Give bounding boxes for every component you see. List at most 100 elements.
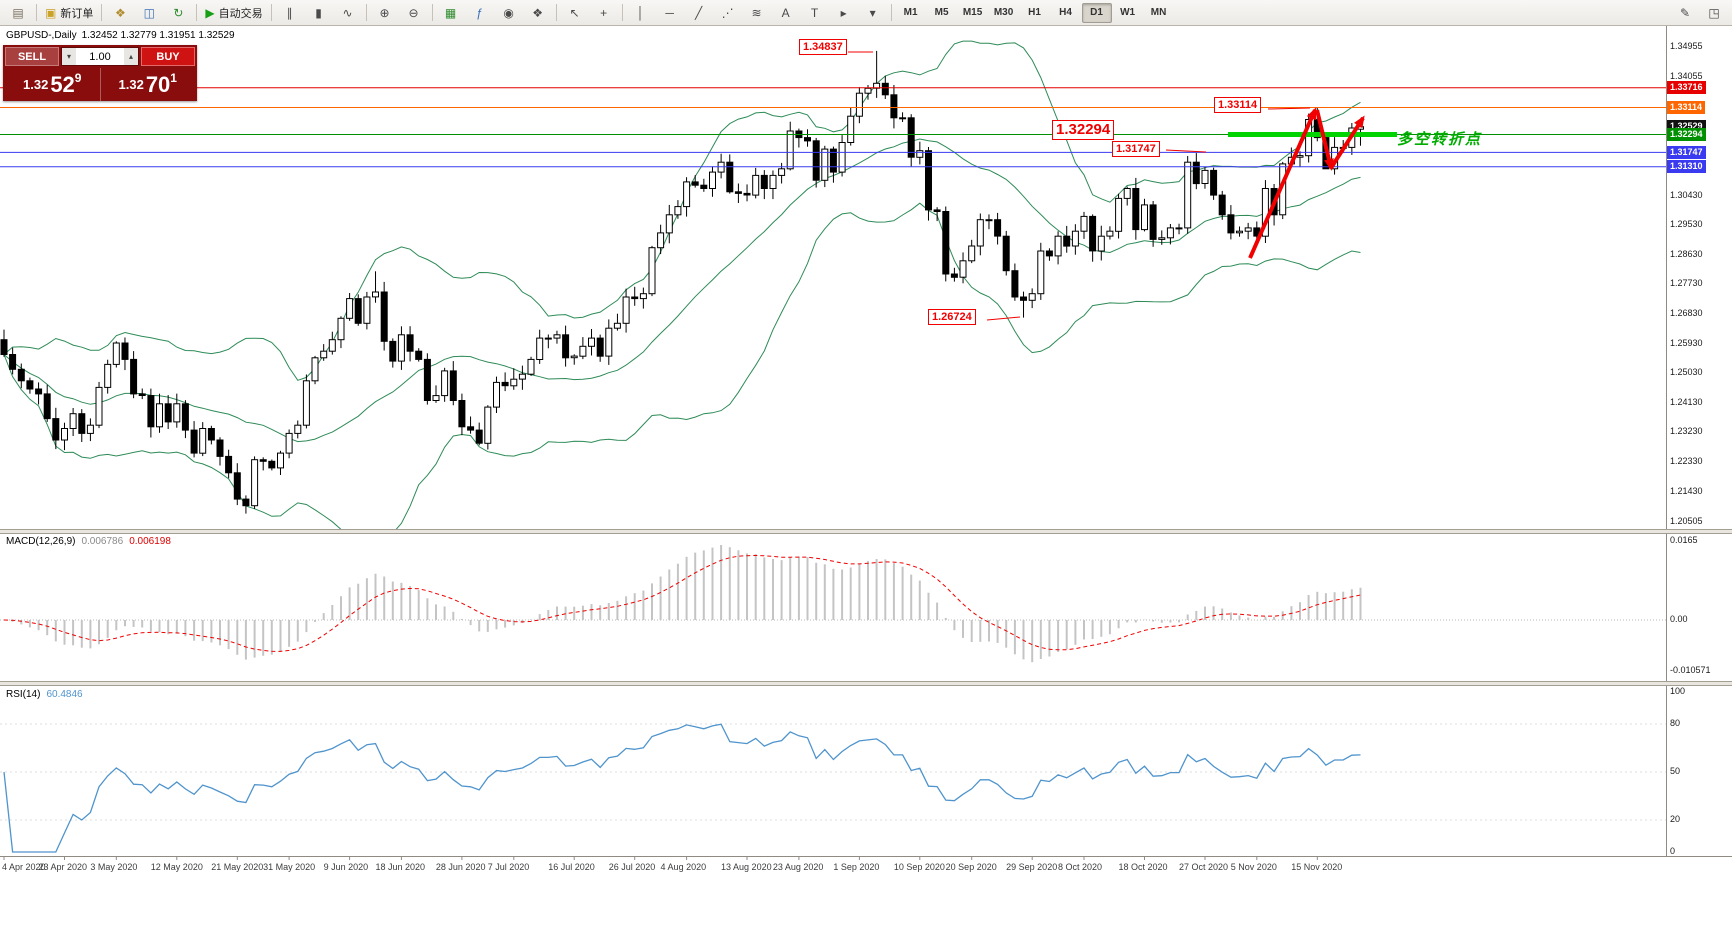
main-toolbar: ▤ ▣ 新订单 ❖ ◫ ↻ ▶ 自动交易 ∥ ▮ ∿ ⊕ ⊖ ▦ ƒ ◉ ❖ ↖ + │ ─ ╱ ⋰ ≋ A T ▸ ▾ M1 M5 M15… bbox=[0, 0, 1732, 26]
rsi-name: RSI(14) bbox=[6, 689, 41, 700]
bid-pips: 52 bbox=[50, 71, 75, 97]
timeframe-m5-button[interactable]: M5 bbox=[934, 7, 949, 18]
timeframe-m30-button[interactable]: M30 bbox=[993, 7, 1014, 18]
lot-increase-button[interactable]: ▴ bbox=[124, 48, 138, 65]
buy-button[interactable]: BUY bbox=[141, 47, 195, 66]
line-chart-icon: ∿ bbox=[342, 5, 353, 20]
text-icon: A bbox=[781, 5, 790, 20]
macd-indicator-label: MACD(12,26,9) 0.006786 0.006198 bbox=[6, 536, 171, 547]
templates-icon[interactable]: ❖ bbox=[524, 2, 552, 24]
lot-decrease-button[interactable]: ▾ bbox=[62, 48, 76, 65]
text-icon[interactable]: A bbox=[772, 2, 800, 24]
rsi-line bbox=[3, 723, 1361, 853]
pencil-icon[interactable]: ✎ bbox=[1671, 2, 1699, 24]
periods-icon: ◉ bbox=[503, 5, 514, 20]
bar-chart-icon: ∥ bbox=[286, 5, 293, 20]
periods-icon[interactable]: ◉ bbox=[495, 2, 523, 24]
timeframe-w1-button[interactable]: W1 bbox=[1120, 7, 1136, 18]
lot-size-input[interactable] bbox=[76, 48, 124, 65]
buy-price[interactable]: 1.32 70 1 bbox=[99, 68, 196, 101]
vertical-line-icon[interactable]: │ bbox=[627, 2, 655, 24]
channel-icon: ⋰ bbox=[721, 5, 734, 20]
timeframe-h1-button[interactable]: H1 bbox=[1028, 7, 1041, 18]
objects-dropdown-icon[interactable]: ▾ bbox=[859, 2, 887, 24]
lot-size-control: ▾ ▴ bbox=[61, 47, 139, 66]
macd-panel[interactable] bbox=[0, 545, 1666, 663]
sell-price[interactable]: 1.32 52 9 bbox=[5, 68, 100, 101]
bollinger-middle-line bbox=[3, 138, 1361, 443]
rsi-panel[interactable] bbox=[0, 723, 1666, 853]
chart-window-icon: ▤ bbox=[12, 5, 24, 20]
market-watch-icon[interactable]: ◫ bbox=[135, 2, 163, 24]
macd-main-value: 0.006786 bbox=[81, 536, 124, 547]
text-label-icon: T bbox=[810, 5, 819, 20]
ohlc-values: 1.32452 1.32779 1.31951 1.32529 bbox=[81, 30, 235, 41]
vertical-line-icon: │ bbox=[636, 5, 645, 20]
timeframe-h4-button[interactable]: H4 bbox=[1059, 7, 1072, 18]
macd-signal-value: 0.006198 bbox=[129, 536, 171, 547]
tile-windows-icon: ▦ bbox=[444, 5, 457, 20]
timeframe-d1-button[interactable]: D1 bbox=[1081, 2, 1112, 23]
bollinger-upper-line bbox=[3, 40, 1361, 381]
bid-point: 9 bbox=[74, 70, 82, 85]
symbol-period-label: GBPUSD-,Daily bbox=[6, 30, 77, 41]
autotrading-button-label: 自动交易 bbox=[218, 7, 263, 20]
layout-icon[interactable]: ◳ bbox=[1700, 2, 1728, 24]
zoom-in-icon[interactable]: ⊕ bbox=[371, 2, 399, 24]
timeframe-m15-button[interactable]: M15 bbox=[962, 7, 983, 18]
trend-arrow bbox=[1329, 115, 1365, 170]
main-plot[interactable] bbox=[0, 40, 1666, 543]
candlestick-icon: ▮ bbox=[315, 5, 322, 20]
bollinger-lower-line bbox=[3, 202, 1361, 529]
new-order-button-label: 新订单 bbox=[60, 7, 94, 20]
candlestick-icon[interactable]: ▮ bbox=[305, 2, 333, 24]
rsi-indicator-label: RSI(14) 60.4846 bbox=[6, 689, 83, 700]
indicators-icon[interactable]: ƒ bbox=[466, 2, 494, 24]
indicators-icon: ƒ bbox=[476, 5, 483, 20]
metaeditor-icon[interactable]: ❖ bbox=[106, 2, 134, 24]
metaeditor-icon: ❖ bbox=[114, 5, 126, 20]
ask-pips: 70 bbox=[145, 71, 171, 97]
arrows-tool-icon[interactable]: ▸ bbox=[830, 2, 858, 24]
refresh-icon: ↻ bbox=[173, 5, 184, 20]
cursor-icon: ↖ bbox=[569, 5, 580, 20]
crosshair-icon[interactable]: + bbox=[590, 2, 618, 24]
trend-arrow bbox=[1248, 107, 1317, 259]
new-order-button[interactable]: ▣ 新订单 bbox=[41, 2, 97, 24]
chart-window-icon[interactable]: ▤ bbox=[4, 2, 32, 24]
text-label-icon[interactable]: T bbox=[801, 2, 829, 24]
timeframe-m1-button[interactable]: M1 bbox=[903, 7, 918, 18]
channel-icon[interactable]: ⋰ bbox=[714, 2, 742, 24]
bar-chart-icon[interactable]: ∥ bbox=[276, 2, 304, 24]
line-chart-icon[interactable]: ∿ bbox=[334, 2, 362, 24]
autotrading-button[interactable]: ▶ 自动交易 bbox=[201, 2, 266, 24]
horizontal-line-icon: ─ bbox=[665, 5, 674, 20]
zoom-in-icon: ⊕ bbox=[379, 5, 390, 20]
trendline-icon[interactable]: ╱ bbox=[685, 2, 713, 24]
ask-prefix: 1.32 bbox=[118, 77, 144, 92]
market-watch-icon: ◫ bbox=[143, 5, 156, 20]
arrows-tool-icon: ▸ bbox=[840, 5, 847, 20]
fibonacci-icon[interactable]: ≋ bbox=[743, 2, 771, 24]
zoom-out-icon[interactable]: ⊖ bbox=[400, 2, 428, 24]
ask-point: 1 bbox=[170, 70, 177, 85]
refresh-icon[interactable]: ↻ bbox=[164, 2, 192, 24]
autotrading-button-icon: ▶ bbox=[205, 5, 215, 20]
timeframe-mn-button[interactable]: MN bbox=[1150, 7, 1167, 18]
layout-icon: ◳ bbox=[1708, 5, 1720, 20]
horizontal-line-icon[interactable]: ─ bbox=[656, 2, 684, 24]
crosshair-icon: + bbox=[600, 5, 608, 20]
tile-windows-icon[interactable]: ▦ bbox=[437, 2, 465, 24]
trendline-icon: ╱ bbox=[694, 5, 703, 20]
bid-prefix: 1.32 bbox=[23, 77, 49, 92]
rsi-value: 60.4846 bbox=[46, 689, 83, 700]
sell-button[interactable]: SELL bbox=[5, 47, 59, 66]
cursor-icon[interactable]: ↖ bbox=[561, 2, 589, 24]
pencil-icon: ✎ bbox=[1679, 5, 1691, 20]
chart-title: GBPUSD-,Daily 1.32452 1.32779 1.31951 1.3… bbox=[6, 30, 240, 41]
objects-dropdown-icon: ▾ bbox=[869, 5, 876, 20]
macd-name: MACD(12,26,9) bbox=[6, 536, 76, 547]
